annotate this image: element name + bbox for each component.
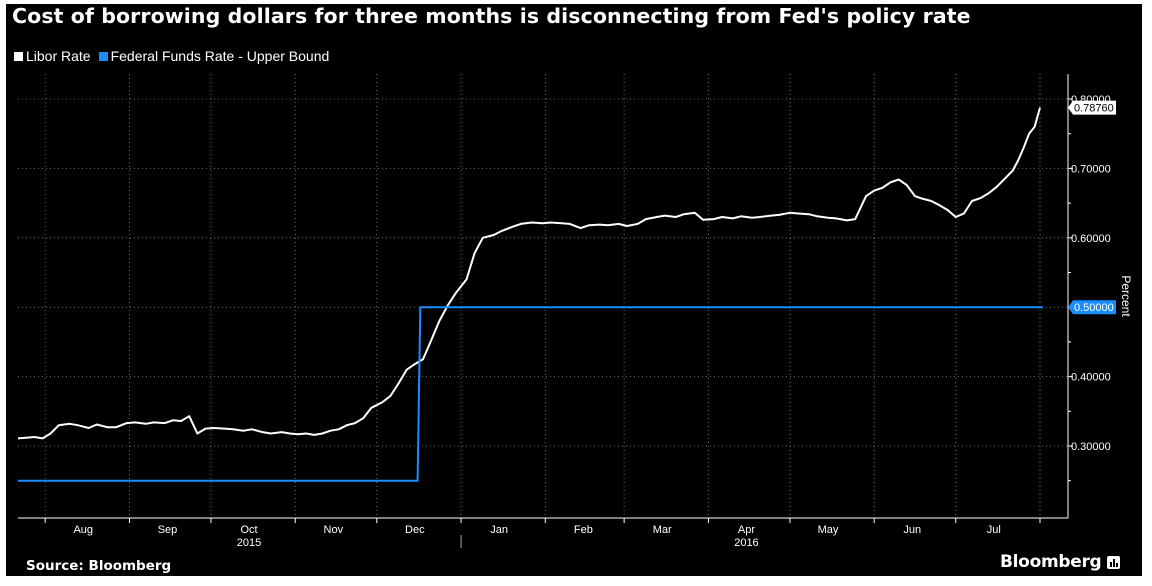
x-year-label: 2016 (734, 537, 758, 549)
last-value-fed-funds: 0.50000 (1068, 300, 1116, 315)
x-tick-label: Jan (490, 524, 508, 536)
y-tick-label: 0.40000 (1071, 372, 1111, 384)
x-tick-label: Feb (574, 524, 593, 536)
last-value-fed-funds-box (1068, 300, 1116, 315)
x-tick-label: Jul (987, 524, 1001, 536)
legend: Libor Rate Federal Funds Rate - Upper Bo… (14, 47, 337, 65)
legend-label-fed-funds: Federal Funds Rate - Upper Bound (110, 48, 330, 64)
legend-item-fed-funds: Federal Funds Rate - Upper Bound (98, 48, 330, 64)
x-tick-label: Dec (405, 524, 425, 536)
x-tick-label: May (818, 524, 839, 536)
legend-label-libor: Libor Rate (26, 48, 91, 64)
series-line-libor (17, 107, 1041, 440)
last-value-libor-box (1068, 100, 1116, 115)
brand-logo: Bloomberg (1000, 552, 1121, 572)
y-axis-title: Percent (1119, 275, 1133, 317)
x-tick-label: Nov (324, 524, 344, 536)
legend-swatch-libor (14, 51, 23, 61)
x-tick-label: Mar (653, 524, 672, 536)
last-value-libor-text: 0.78760 (1074, 103, 1114, 115)
x-tick-label: Aug (73, 524, 93, 536)
x-year-label: 2015 (237, 537, 261, 549)
x-tick-label: Sep (158, 524, 178, 536)
y-tick-label: 0.70000 (1071, 163, 1111, 175)
brand-name: Bloomberg (1000, 552, 1102, 572)
series-lines (17, 107, 1043, 482)
x-tick-label: Jun (903, 524, 921, 536)
last-value-libor: 0.78760 (1068, 100, 1116, 115)
x-tick-label: Oct (240, 524, 257, 536)
source-note: Source: Bloomberg (26, 558, 172, 574)
legend-swatch-fed-funds (98, 51, 108, 61)
chart-title: Cost of borrowing dollars for three mont… (12, 4, 971, 28)
terminal-icon (1107, 555, 1121, 569)
grid (18, 74, 1068, 518)
value-labels: 0.78760 0.50000 (1068, 100, 1116, 315)
series-line-fed-funds (18, 306, 1043, 482)
last-value-fed-funds-text: 0.50000 (1074, 302, 1114, 314)
legend-item-libor: Libor Rate (14, 48, 91, 64)
y-tick-label: 0.30000 (1071, 441, 1111, 453)
y-tick-label: 0.60000 (1071, 233, 1111, 245)
x-tick-label: Apr (738, 524, 755, 536)
axes: 0.300000.400000.500000.600000.700000.800… (18, 74, 1133, 549)
